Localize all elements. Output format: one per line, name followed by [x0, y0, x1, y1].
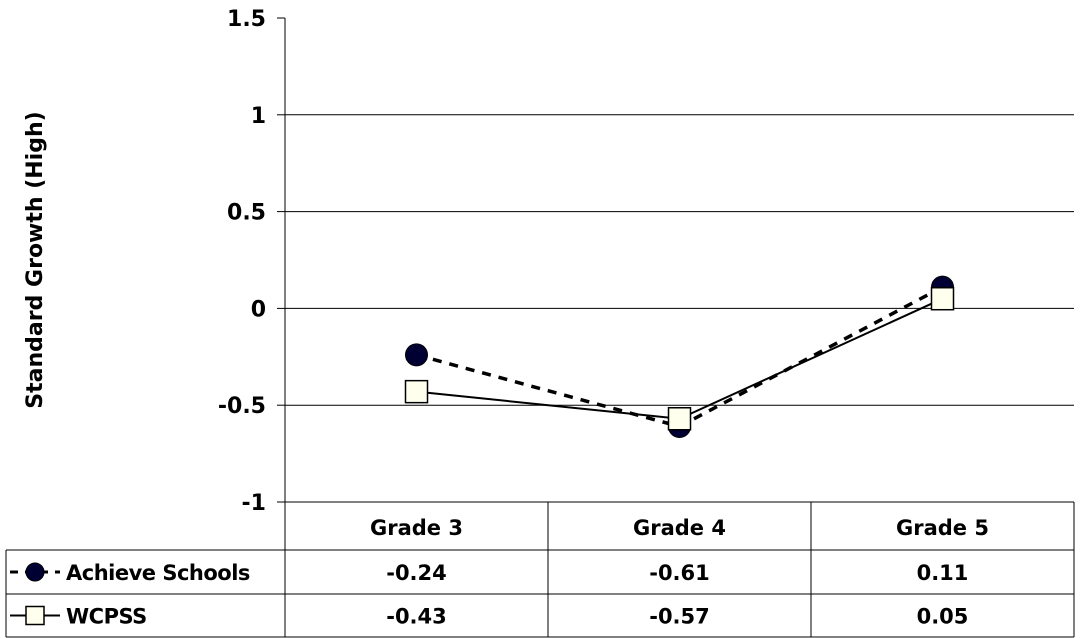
- x-category-label: Grade 5: [896, 516, 989, 540]
- y-tick-label: -1: [242, 491, 266, 516]
- data-label: -0.61: [649, 561, 710, 585]
- y-tick-label: 1.5: [227, 7, 266, 32]
- legend-marker: [25, 605, 45, 626]
- data-label: 0.11: [917, 561, 969, 585]
- y-tick-labels: 1.5 1 0.5 0 -0.5 -1: [218, 7, 285, 516]
- y-tick-label: 0: [251, 297, 266, 322]
- data-table: Grade 3 Grade 4 Grade 5 Achieve Schools -0.2…: [5, 501, 1075, 638]
- data-label: 0.05: [917, 605, 969, 629]
- y-tick-label: 0.5: [227, 201, 266, 226]
- x-category-label: Grade 4: [633, 516, 726, 540]
- y-tick-label: -0.5: [218, 394, 266, 419]
- y-tick-label: 1: [251, 104, 266, 129]
- data-label: -0.43: [386, 605, 447, 629]
- legend-marker: [25, 562, 45, 582]
- data-point: [930, 286, 955, 311]
- data-point: [404, 379, 429, 404]
- gridlines: [284, 18, 1074, 502]
- series-line: [416, 297, 943, 420]
- legend-key: [10, 605, 60, 626]
- data-point: [405, 343, 428, 367]
- series-markers: [404, 275, 955, 438]
- data-point: [667, 407, 692, 431]
- legend-label: WCPSS: [66, 605, 147, 629]
- y-axis-label: Standard Growth (High): [23, 111, 48, 408]
- legend-label: Achieve Schools: [66, 561, 250, 585]
- data-label: -0.24: [386, 561, 447, 585]
- x-category-label: Grade 3: [370, 516, 463, 540]
- data-label: -0.57: [649, 605, 710, 629]
- legend-key: [10, 562, 60, 582]
